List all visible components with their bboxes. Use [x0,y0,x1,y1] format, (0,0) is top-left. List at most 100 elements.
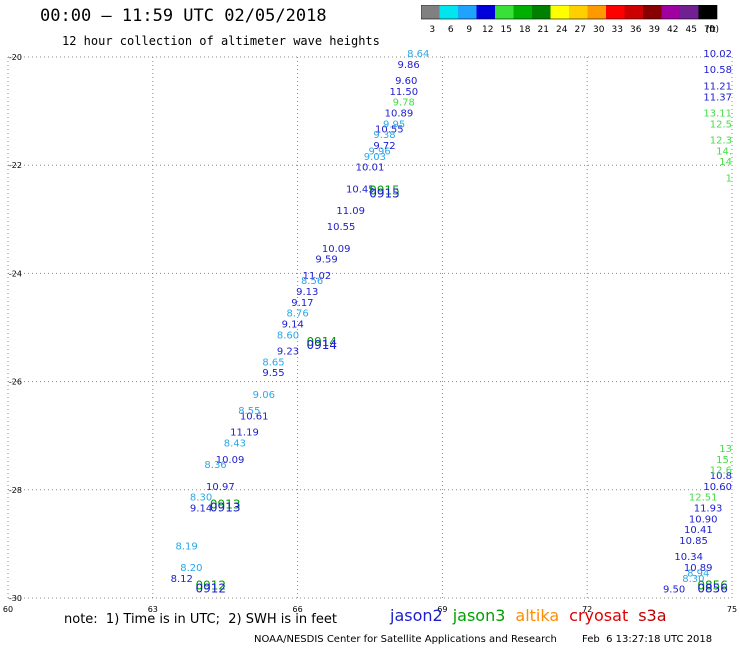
pass-time-label: 0913 [210,500,241,514]
wave-height-label: 9.59 [315,255,337,266]
wave-height-label: 10.97 [206,482,235,493]
colorbar-swatch [550,5,569,19]
wave-height-label: 12.6 [710,466,732,477]
colorbar-label: 27 [575,25,586,35]
wave-height-label: 12.51 [689,493,718,504]
wave-height-label: 9.86 [397,60,419,71]
wave-height-label: 8.94 [687,568,709,579]
wave-height-label: 10.58 [703,65,732,76]
colorbar-label: 15 [501,25,512,35]
colorbar-label: 24 [556,25,568,35]
wave-height-label: 9.72 [373,141,395,152]
satellite-legend: jason2 jason3 altika cryosat s3a [390,606,677,625]
wave-height-label: 9.78 [393,98,415,109]
y-tick-label: -22 [9,161,22,170]
wave-height-label: 9.06 [253,390,275,401]
wave-height-label: 8.43 [224,439,246,450]
wave-height-label: 15. [716,455,732,466]
colorbar-swatch [680,5,699,19]
colorbar-swatch [532,5,551,19]
y-tick-label: -26 [9,378,22,387]
legend-jason2: jason2 [390,606,443,625]
wave-height-label: 9.95 [383,119,405,130]
legend-s3a: s3a [638,606,667,625]
colorbar-swatch [643,5,662,19]
colorbar-label: 39 [649,25,661,35]
wave-height-label: 14 [719,157,732,168]
x-tick-label: 60 [3,605,13,614]
colorbar-label: 45 [686,25,697,35]
chart-subtitle: 12 hour collection of altimeter wave hei… [62,34,380,48]
colorbar-swatch [421,5,440,19]
wave-height-label: 8.30 [190,493,212,504]
x-tick-label: 63 [148,605,158,614]
wave-height-label: 10.09 [216,455,245,466]
pass-time-label: 0913 [210,497,241,511]
legend-altika: altika [515,606,560,625]
wave-height-label: 10.60 [703,482,732,493]
wave-height-label: 10.34 [674,552,703,563]
legend-jason3: jason3 [452,606,506,625]
colorbar-swatch [495,5,514,19]
y-tick-label: -24 [9,269,22,278]
chart-title: 00:00 – 11:59 UTC 02/05/2018 [40,6,327,26]
pass-time-label: 0914 [306,338,337,352]
wave-height-label: 10.02 [703,49,732,60]
colorbar-label: 3 [429,25,435,35]
colorbar-frame [421,5,718,20]
wave-height-label: 10.09 [322,244,351,255]
wave-height-label: 8.12 [171,574,193,585]
wave-height-label: 8.65 [262,357,284,368]
y-tick-label: -28 [9,486,22,495]
wave-height-label: 8.56 [301,276,323,287]
colorbar-label: 42 [667,25,678,35]
colorbar-swatch [569,5,588,19]
colorbar-swatch [476,5,495,19]
wave-height-label: 9.38 [373,130,395,141]
y-tick-label: -20 [9,53,22,62]
colorbar-label: 33 [612,25,623,35]
colorbar-label: 36 [630,25,642,35]
wave-height-label: 8.19 [175,541,197,552]
pass-time-label: 0914 [306,335,337,349]
wave-height-label: 9.60 [395,76,417,87]
colorbar-label: 30 [593,25,605,35]
wave-height-label: 1 [726,173,732,184]
wave-height-label: 10.61 [240,411,269,422]
wave-height-label: 10.90 [689,514,718,525]
wave-height-label: 9.96 [369,146,391,157]
colorbar-unit: (ft) [705,25,719,35]
wave-height-label: 8.20 [180,563,202,574]
wave-height-label: 9.03 [364,152,386,163]
wave-height-label: 12.5 [710,119,732,130]
pass-time-label: 0856 [697,579,728,593]
colorbar-label: 21 [538,25,549,35]
wave-height-label: 10.45 [346,184,375,195]
wave-height-label: 10.01 [356,163,385,174]
wave-height-label: 8.30 [682,574,704,585]
colorbar-label: 70 [704,25,716,35]
wave-height-label: 9.50 [663,585,685,596]
wave-height-label: 9.23 [277,347,299,358]
colorbar-swatch [587,5,606,19]
colorbar-label: 9 [466,25,472,35]
wave-height-label: 8.36 [204,460,226,471]
pass-time-label: 0912 [195,582,226,596]
wave-height-label: 11.50 [389,87,418,98]
wave-height-label: 10.85 [679,536,708,547]
wave-height-label: 9.14 [190,503,212,514]
wave-height-label: 13 [719,444,732,455]
wave-height-label: 14. [716,146,732,157]
wave-height-label: 9.13 [296,287,318,298]
pass-time-label: 0915 [369,187,400,201]
wave-height-label: 10.55 [327,222,356,233]
wave-height-label: 11.19 [230,428,259,439]
wave-height-label: 11.37 [703,92,732,103]
wave-height-label: 8.55 [238,406,260,417]
wave-height-label: 12.3 [710,136,732,147]
colorbar-label: 6 [448,25,454,35]
wave-height-label: 8.76 [286,309,308,320]
x-tick-label: 66 [293,605,303,614]
pass-time-label: 0915 [369,184,400,198]
